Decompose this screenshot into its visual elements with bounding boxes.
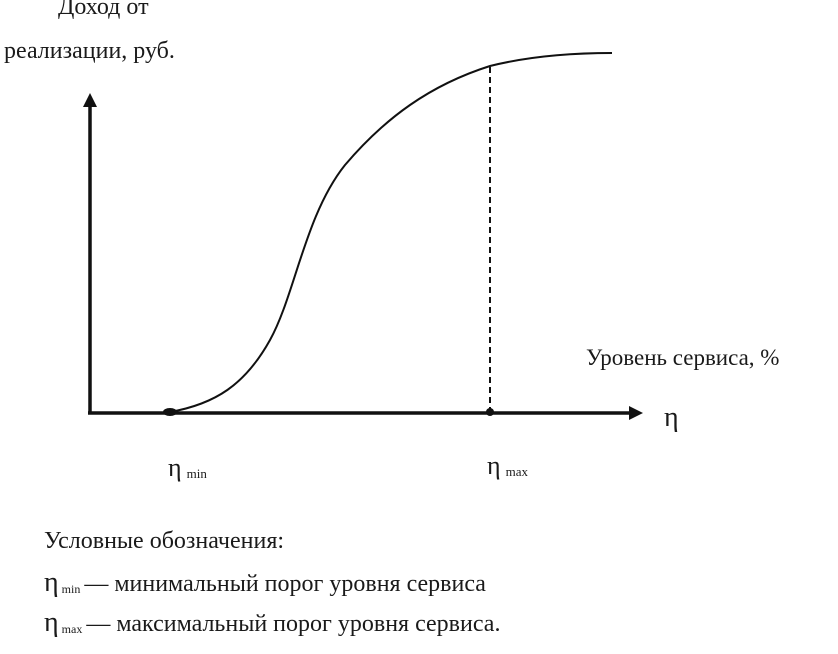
eta-min-point <box>163 408 177 416</box>
eta-max-symbol: η <box>487 451 501 480</box>
legend-text: максимальный порог уровня сервиса. <box>116 611 501 637</box>
eta-min-subscript: min <box>186 466 207 481</box>
x-axis-symbol: η <box>664 402 679 433</box>
legend-subscript: min <box>61 582 81 596</box>
legend-symbol: η <box>44 607 59 638</box>
eta-min-symbol: η <box>168 453 182 482</box>
legend-symbol: η <box>44 567 59 598</box>
revenue-curve <box>169 52 613 413</box>
eta-max-label: η max <box>487 451 528 481</box>
legend-dash: — <box>86 611 111 637</box>
legend-item-eta-max: η max — максимальный порог уровня сервиса. <box>44 607 500 639</box>
legend-item-eta-min: η min — минимальный порог уровня сервиса <box>44 567 486 599</box>
y-axis-label-line1: Доход от <box>58 0 149 20</box>
eta-max-subscript: max <box>505 464 528 479</box>
legend-title: Условные обозначения: <box>44 528 285 554</box>
eta-max-point <box>486 408 494 416</box>
x-axis-label: Уровень сервиса, % <box>586 345 780 370</box>
legend-text: минимальный порог уровня сервиса <box>114 571 486 597</box>
legend-dash: — <box>84 571 109 597</box>
y-axis-label-line2: реализации, руб. <box>4 38 175 64</box>
eta-min-label: η min <box>168 453 207 483</box>
legend-subscript: max <box>61 622 83 636</box>
